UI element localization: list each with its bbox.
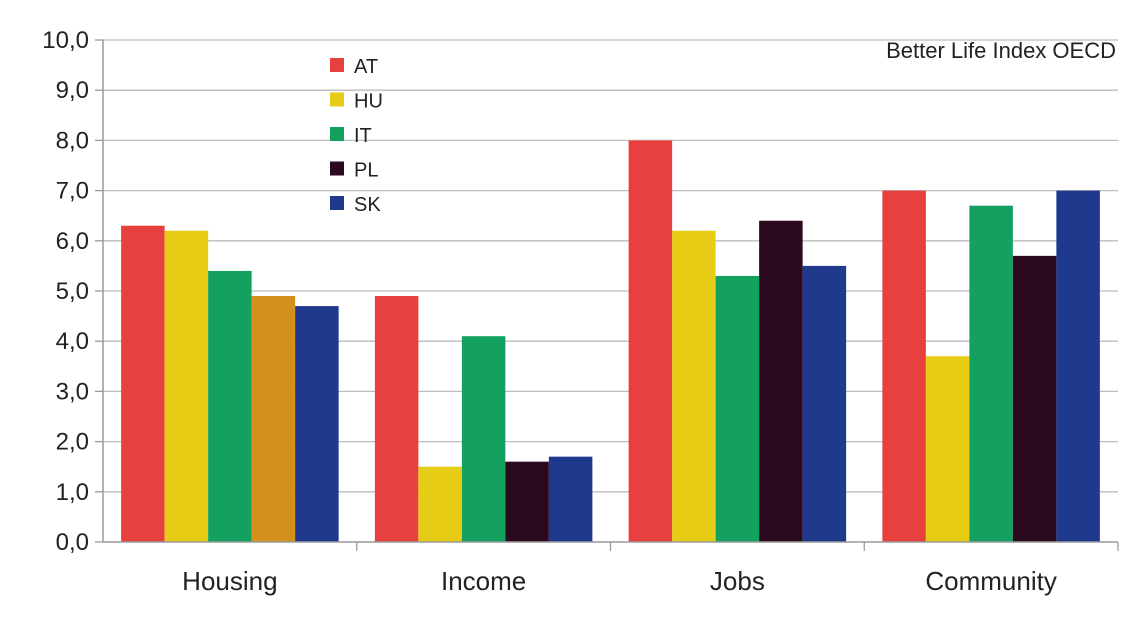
y-tick-label: 4,0 <box>56 328 89 355</box>
y-axis-ticks: 0,0 1,0 2,0 3,0 4,0 5,0 6,0 7,0 8,0 9,0 10,0 <box>42 27 103 556</box>
x-tick-label: Jobs <box>710 566 765 596</box>
legend-swatch-pl <box>330 161 344 176</box>
legend-label-hu: HU <box>354 91 383 113</box>
y-tick-label: 6,0 <box>56 228 89 255</box>
bar-sk-community <box>1056 190 1100 542</box>
bar-it-community <box>969 205 1013 542</box>
x-axis <box>102 40 1119 551</box>
bar-pl-community <box>1012 255 1057 543</box>
legend: AT HU IT PL SK <box>330 56 383 216</box>
bar-pl-jobs <box>759 220 803 542</box>
chart-title: Better Life Index OECD <box>886 38 1116 63</box>
bar-hu-community <box>925 356 970 542</box>
legend-label-it: IT <box>354 125 372 147</box>
legend-swatch-hu <box>330 92 344 107</box>
bars <box>121 140 1100 543</box>
y-tick-label: 1,0 <box>56 479 89 506</box>
legend-swatch-at <box>330 58 344 72</box>
legend-label-pl: PL <box>354 160 378 182</box>
bar-at-income <box>374 296 419 542</box>
bar-at-housing <box>121 225 165 543</box>
bar-hu-income <box>418 466 462 542</box>
y-tick-label: 0,0 <box>56 529 89 556</box>
x-tick-label: Housing <box>182 566 277 596</box>
bar-at-community <box>882 190 926 542</box>
bar-hu-housing <box>164 230 209 542</box>
y-tick-label: 9,0 <box>56 77 89 104</box>
bar-pl-income <box>505 461 549 542</box>
y-tick-label: 10,0 <box>42 27 89 54</box>
y-tick-label: 8,0 <box>56 127 89 154</box>
y-tick-label: 2,0 <box>56 429 89 456</box>
bar-it-housing <box>208 270 252 542</box>
y-tick-label: 7,0 <box>56 178 89 205</box>
bar-hu-jobs <box>672 230 716 542</box>
y-tick-label: 5,0 <box>56 278 89 305</box>
bar-sk-income <box>548 456 593 542</box>
legend-swatch-sk <box>330 196 344 210</box>
bar-it-jobs <box>715 275 760 542</box>
legend-swatch-it <box>330 127 344 141</box>
x-axis-labels: Housing Income Jobs Community <box>182 566 1057 596</box>
y-tick-label: 3,0 <box>56 378 89 405</box>
bar-at-jobs <box>628 140 673 542</box>
x-tick-label: Income <box>441 566 526 596</box>
legend-label-sk: SK <box>354 194 381 216</box>
bar-sk-housing <box>295 306 339 542</box>
x-tick-label: Community <box>925 566 1056 596</box>
bar-it-income <box>461 336 506 542</box>
legend-label-at: AT <box>354 56 378 78</box>
bar-sk-jobs <box>802 265 847 542</box>
bar-pl-housing <box>251 296 296 542</box>
